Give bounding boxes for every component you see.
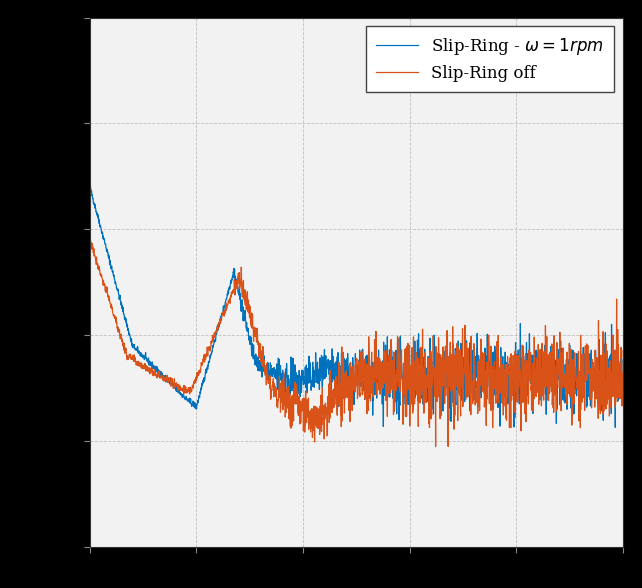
Slip-Ring - $\omega = 1rpm$ [86,183,94,190]
Slip-Ring off [114,325,121,332]
Slip-Ring off [432,443,440,450]
Slip-Ring - $\omega = 1rpm$ [345,363,353,370]
Slip-Ring off [604,369,612,376]
Slip-Ring - $\omega = 1rpm$ [619,386,627,393]
Slip-Ring - $\omega = 1rpm$ [113,285,121,292]
Line: Slip-Ring - $\omega = 1rpm$: Slip-Ring - $\omega = 1rpm$ [90,186,623,427]
Slip-Ring off [86,236,94,243]
Line: Slip-Ring off: Slip-Ring off [90,239,623,446]
Legend: Slip-Ring - $\omega = 1rpm$, Slip-Ring off: Slip-Ring - $\omega = 1rpm$, Slip-Ring o… [367,26,614,92]
Slip-Ring off [86,236,94,243]
Slip-Ring off [619,369,627,376]
Slip-Ring off [506,371,514,378]
Slip-Ring off [345,393,353,400]
Slip-Ring - $\omega = 1rpm$ [611,424,619,431]
Slip-Ring - $\omega = 1rpm$ [603,369,611,376]
Slip-Ring - $\omega = 1rpm$ [603,380,611,387]
Slip-Ring off [331,395,339,402]
Slip-Ring off [603,373,611,380]
Slip-Ring - $\omega = 1rpm$ [506,366,514,373]
Slip-Ring - $\omega = 1rpm$ [331,372,339,379]
